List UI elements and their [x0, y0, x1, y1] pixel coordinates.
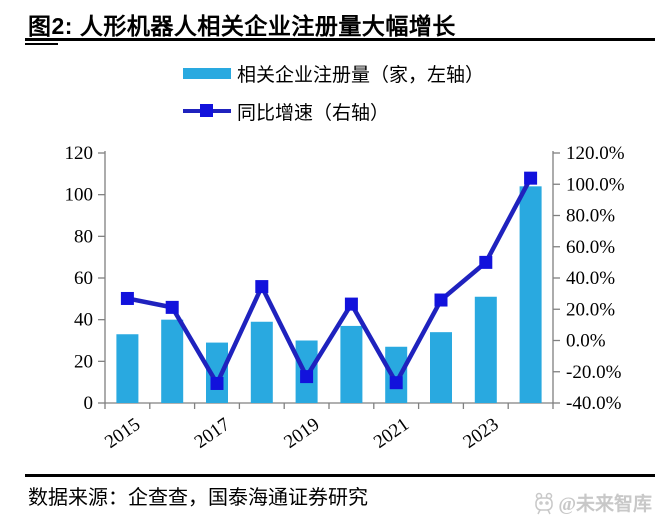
svg-text:40: 40	[74, 310, 93, 331]
bar-2024	[519, 186, 542, 403]
title-short-underline	[25, 43, 58, 45]
svg-text:120: 120	[65, 143, 94, 164]
bar-series	[116, 186, 542, 403]
x-tick-label-2015: 2015	[101, 414, 144, 453]
growth-line	[125, 175, 533, 386]
svg-text:80.0%: 80.0%	[566, 206, 615, 227]
marker-2016	[165, 300, 179, 314]
svg-text:80: 80	[74, 226, 93, 247]
x-tick-label-2019: 2019	[280, 414, 323, 453]
marker-2017	[210, 376, 224, 390]
marker-2015	[120, 291, 134, 305]
bar-swatch-icon	[183, 67, 231, 79]
bar-2015	[116, 334, 139, 403]
svg-text:0: 0	[84, 393, 94, 414]
x-axis-ticks: 2015 2017 2019 2021 2023	[101, 403, 554, 453]
legend-line-label: 同比增速（右轴）	[237, 102, 390, 124]
svg-text:60: 60	[74, 268, 93, 289]
bar-2016	[161, 319, 184, 403]
chart-title: 图2: 人形机器人相关企业注册量大幅增长	[28, 13, 456, 39]
y-axis-right-ticks: -40.0% -20.0% 0.0% 20.0% 40.0% 60.0% 80.0% 100.…	[553, 143, 625, 414]
svg-text:120.0%: 120.0%	[566, 143, 625, 164]
bar-2022	[430, 332, 452, 403]
svg-text:-20.0%: -20.0%	[566, 362, 622, 383]
svg-text:20.0%: 20.0%	[566, 299, 615, 320]
title-underline	[25, 38, 655, 41]
marker-2019	[300, 370, 314, 384]
svg-text:20: 20	[74, 351, 93, 372]
svg-text:-40.0%: -40.0%	[566, 393, 622, 414]
bar-2023	[474, 296, 497, 403]
bar-2018	[250, 321, 273, 403]
marker-2018	[255, 280, 269, 294]
marker-2024	[524, 171, 538, 185]
legend-bar-label: 相关企业注册量（家，左轴）	[237, 64, 485, 86]
svg-text:100.0%: 100.0%	[566, 174, 625, 195]
legend-item-line: 同比增速（右轴）	[183, 96, 484, 126]
bar-2021	[385, 346, 408, 403]
svg-text:100: 100	[65, 185, 94, 206]
marker-2022	[434, 293, 448, 307]
marker-2020	[344, 297, 358, 311]
data-source: 数据来源：企查查，国泰海通证券研究	[28, 487, 368, 509]
marker-2021	[389, 376, 403, 390]
bar-2020	[340, 325, 363, 403]
svg-text:0.0%: 0.0%	[566, 331, 606, 352]
x-tick-label-2023: 2023	[459, 414, 502, 453]
watermark: @未来智库	[533, 489, 652, 516]
mascot-logo-icon	[535, 492, 554, 514]
footer-divider	[25, 474, 655, 477]
x-tick-label-2017: 2017	[191, 414, 234, 453]
svg-text:60.0%: 60.0%	[566, 237, 615, 258]
x-tick-label-2021: 2021	[370, 414, 413, 453]
line-swatch-icon	[183, 104, 231, 118]
legend: 相关企业注册量（家，左轴） 同比增速（右轴）	[183, 58, 484, 134]
line-series	[120, 171, 538, 390]
marker-2023	[479, 255, 493, 269]
watermark-text: @未来智库	[558, 494, 652, 515]
y-axis-left-ticks: 0 20 40 60 80 100 120	[65, 143, 105, 414]
legend-item-bars: 相关企业注册量（家，左轴）	[183, 58, 484, 88]
svg-text:40.0%: 40.0%	[566, 268, 615, 289]
